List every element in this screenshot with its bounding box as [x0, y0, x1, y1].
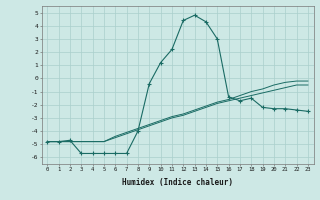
- X-axis label: Humidex (Indice chaleur): Humidex (Indice chaleur): [122, 178, 233, 187]
